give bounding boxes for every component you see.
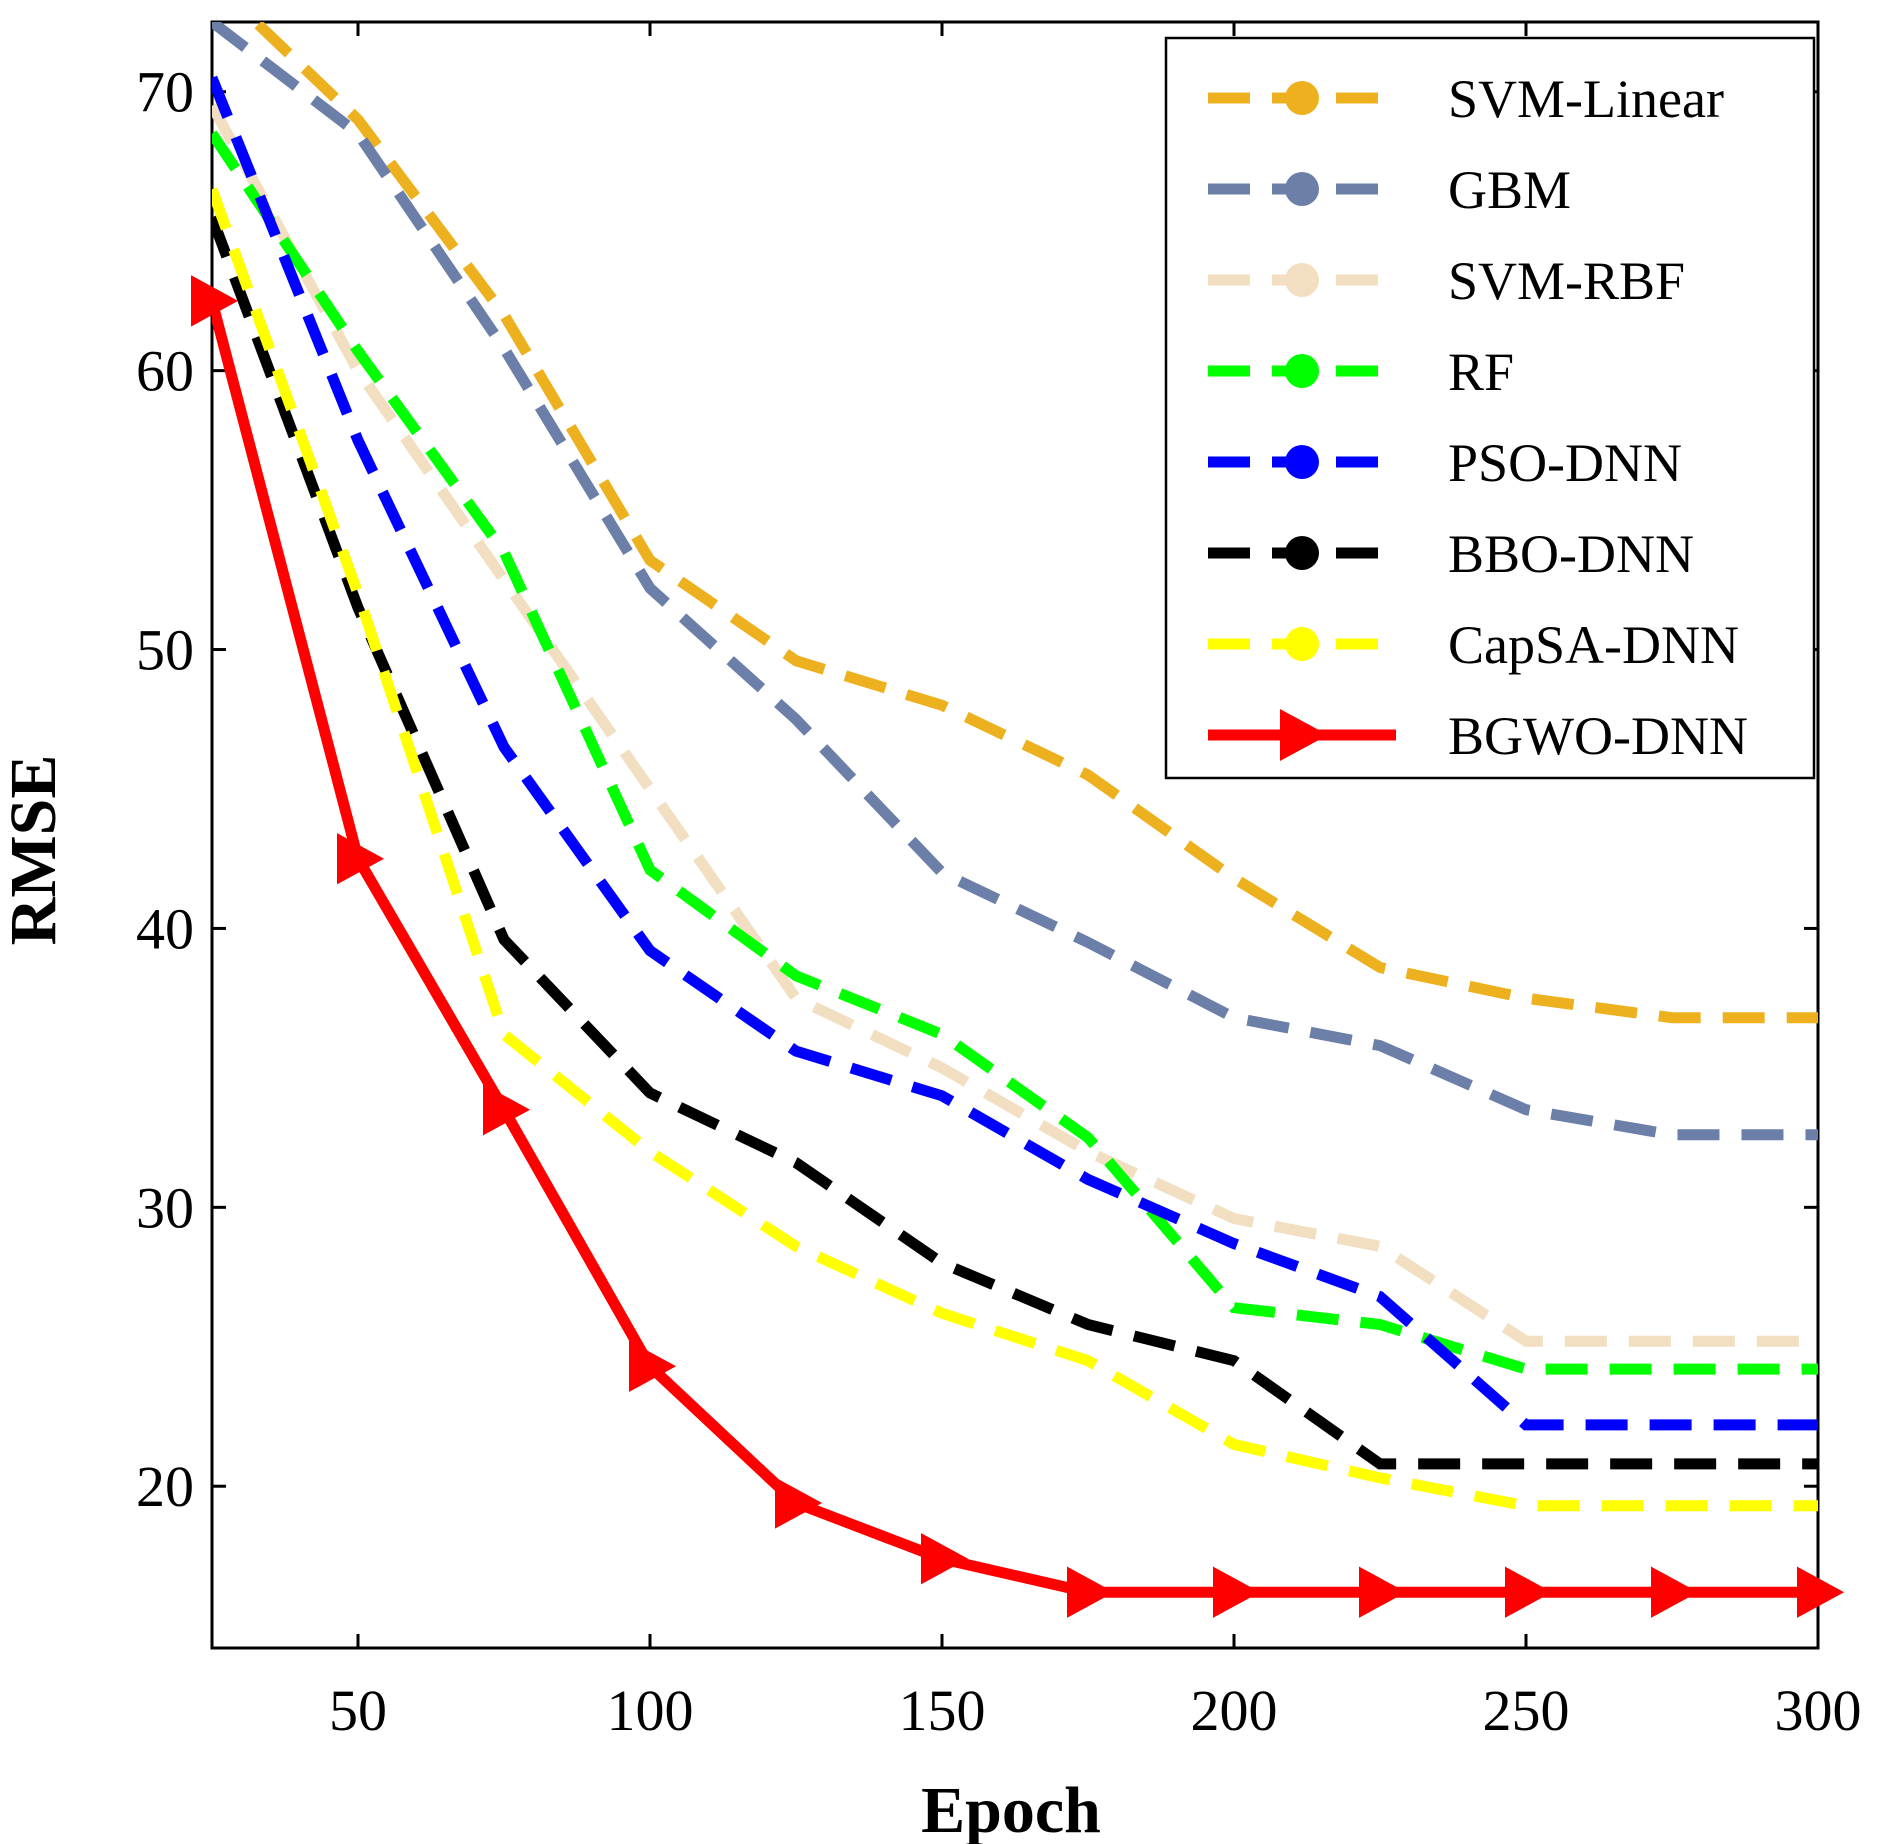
- y-tick-label: 70: [136, 60, 194, 125]
- marker-bgwo-dnn: [1797, 1566, 1845, 1618]
- x-tick-label: 250: [1483, 1678, 1570, 1743]
- x-tick-label: 50: [329, 1678, 387, 1743]
- marker-bgwo-dnn: [1651, 1566, 1699, 1618]
- series-line-gbm: [212, 22, 1818, 1141]
- series-line-rf: [212, 130, 1818, 1375]
- y-tick-label: 20: [136, 1454, 194, 1519]
- marker-bgwo-dnn: [1505, 1566, 1553, 1618]
- series-layer: [191, 22, 1845, 1618]
- legend-marker-gbm: [1285, 172, 1319, 206]
- x-tick-label: 200: [1191, 1678, 1278, 1743]
- legend-marker-bgwo-dnn: [1280, 709, 1328, 761]
- marker-bgwo-dnn: [629, 1340, 677, 1392]
- series-line-bbo-dnn: [212, 215, 1818, 1470]
- marker-bgwo-dnn: [1067, 1566, 1115, 1618]
- plot-area: [212, 22, 1818, 1598]
- plot-frame: [210, 20, 1820, 1650]
- x-tick-label: 300: [1775, 1678, 1862, 1743]
- series-line-capsa-dnn: [212, 187, 1818, 1512]
- x-axis-title: Epoch: [921, 1774, 1101, 1844]
- legend-label-svm-rbf: SVM-RBF: [1448, 251, 1685, 311]
- legend-marker-svm-rbf: [1285, 263, 1319, 297]
- y-tick-label: 30: [136, 1175, 194, 1240]
- legend-label-bbo-dnn: BBO-DNN: [1448, 524, 1694, 584]
- series-line-pso-dnn: [212, 75, 1818, 1431]
- legend-label-capsa-dnn: CapSA-DNN: [1448, 615, 1739, 675]
- marker-layer: [191, 275, 1845, 1618]
- legend-marker-rf: [1285, 354, 1319, 388]
- legend-label-bgwo-dnn: BGWO-DNN: [1448, 706, 1748, 766]
- marker-bgwo-dnn: [1213, 1566, 1261, 1618]
- legend-box: [1164, 36, 1816, 780]
- legend-label-pso-dnn: PSO-DNN: [1448, 433, 1682, 493]
- marker-bgwo-dnn: [1359, 1566, 1407, 1618]
- legend-label-svm-linear: SVM-Linear: [1448, 69, 1724, 129]
- y-axis-title: RMSE: [0, 755, 70, 946]
- series-line-svm-rbf: [212, 103, 1818, 1347]
- series-line-svm-linear: [247, 22, 1818, 1024]
- x-tick-label: 150: [899, 1678, 986, 1743]
- y-tick-label: 40: [136, 896, 194, 961]
- marker-bgwo-dnn: [921, 1533, 969, 1585]
- legend-marker-bbo-dnn: [1285, 536, 1319, 570]
- legend-marker-capsa-dnn: [1285, 627, 1319, 661]
- x-tick-label: 100: [607, 1678, 694, 1743]
- legend-marker-svm-linear: [1285, 81, 1319, 115]
- y-tick-label: 50: [136, 618, 194, 683]
- legend-marker-pso-dnn: [1285, 445, 1319, 479]
- marker-bgwo-dnn: [191, 275, 239, 327]
- legend-label-gbm: GBM: [1448, 160, 1571, 220]
- marker-bgwo-dnn: [775, 1477, 823, 1529]
- legend-label-rf: RF: [1448, 342, 1514, 402]
- legend: SVM-Linear GBM SVM-RBF RF PSO-DNN BBO-DNN CapS…: [1164, 36, 1816, 780]
- marker-bgwo-dnn: [483, 1084, 531, 1136]
- y-tick-label: 60: [136, 339, 194, 404]
- axes-layer: 50 100 150 200 250 300 20 30 40 50 60 70: [136, 20, 1862, 1743]
- marker-bgwo-dnn: [337, 833, 385, 885]
